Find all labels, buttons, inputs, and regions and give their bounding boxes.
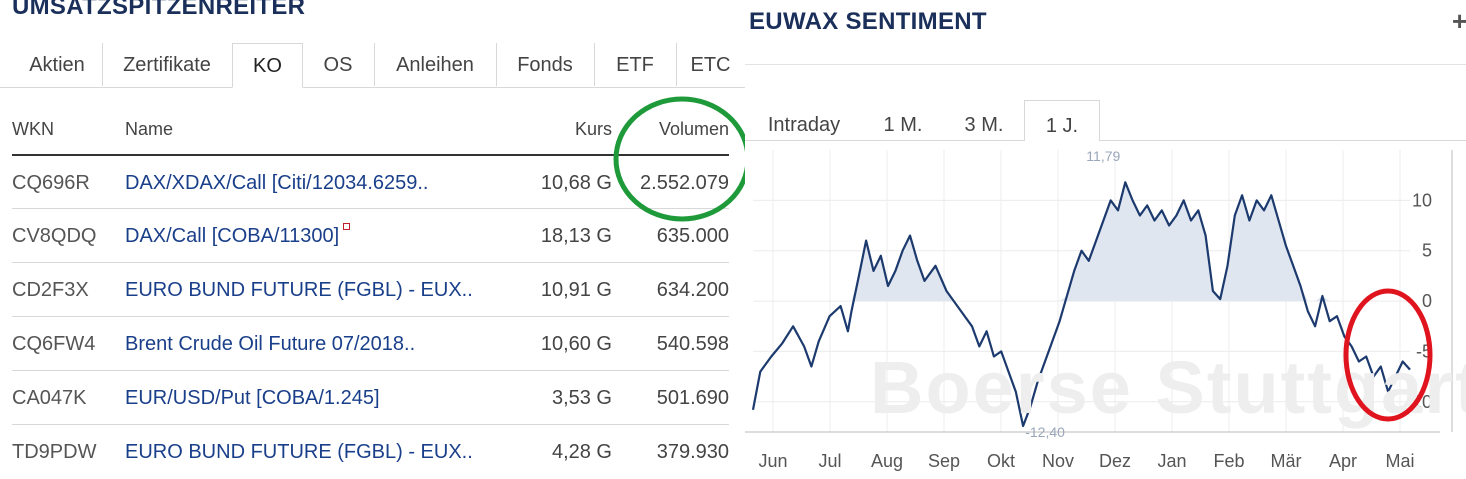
cell-wkn: CV8QDQ	[12, 225, 97, 247]
range-tab-1j[interactable]: 1 J.	[1024, 100, 1100, 141]
cell-volumen: 2.552.079	[640, 172, 729, 194]
y-tick-label: 10	[1412, 190, 1432, 210]
min-value-label: -12,40	[1025, 424, 1065, 440]
tab-os[interactable]: OS	[302, 43, 375, 86]
plus-icon[interactable]: +	[1452, 6, 1466, 36]
table-row[interactable]: CQ696R DAX/XDAX/Call [Citi/12034.6259.. 10…	[12, 154, 729, 210]
table-row[interactable]: TD9PDW EURO BUND FUTURE (FGBL) - EUX.. 4,2…	[12, 424, 729, 479]
cell-volumen: 501.690	[656, 387, 729, 409]
cell-name-link[interactable]: DAX/XDAX/Call [Citi/12034.6259..	[125, 156, 429, 210]
col-header-name[interactable]: Name	[125, 119, 174, 139]
x-tick-label: Sep	[928, 451, 960, 471]
table-row[interactable]: CQ6FW4 Brent Crude Oil Future 07/2018.. 10…	[12, 316, 729, 371]
category-tabs: Aktien Zertifikate KO OS Anleihen Fonds …	[0, 43, 745, 88]
range-tabs-baseline	[745, 140, 1466, 141]
title-divider	[745, 64, 1466, 65]
cell-volumen: 635.000	[656, 225, 729, 247]
tab-ko[interactable]: KO	[232, 43, 303, 88]
cell-wkn: TD9PDW	[12, 441, 97, 463]
cell-name-text: EUR/USD/Put [COBA/1.245]	[125, 387, 380, 409]
cell-volumen: 540.598	[656, 333, 729, 355]
x-tick-label: Mai	[1385, 451, 1414, 471]
sentiment-title: EUWAX SENTIMENT	[749, 8, 987, 35]
cell-volumen: 634.200	[656, 279, 729, 301]
x-tick-label: Okt	[987, 451, 1015, 471]
y-tick-label: 5	[1422, 241, 1432, 261]
cell-name-link[interactable]: EURO BUND FUTURE (FGBL) - EUX..	[125, 425, 473, 479]
tab-fonds[interactable]: Fonds	[496, 43, 595, 86]
col-header-volumen[interactable]: Volumen	[658, 119, 729, 139]
cell-kurs: 4,28 G	[551, 441, 612, 463]
range-tab-1m[interactable]: 1 M.	[883, 114, 923, 136]
col-header-wkn[interactable]: WKN	[12, 119, 54, 139]
cell-name-link[interactable]: Brent Crude Oil Future 07/2018..	[125, 317, 415, 371]
x-tick-label: Aug	[871, 451, 903, 471]
tab-anleihen[interactable]: Anleihen	[374, 43, 497, 86]
x-tick-label: Jun	[758, 451, 787, 471]
x-tick-label: Jan	[1157, 451, 1186, 471]
realtime-marker-icon	[343, 223, 351, 230]
table-row[interactable]: CV8QDQ DAX/Call [COBA/11300] 18,13 G 635.00…	[12, 208, 729, 263]
cell-name-link[interactable]: EUR/USD/Put [COBA/1.245]	[125, 371, 380, 425]
cell-volumen: 379.930	[656, 441, 729, 463]
x-tick-label: Jul	[818, 451, 841, 471]
cell-name-text: EURO BUND FUTURE (FGBL) - EUX..	[125, 441, 473, 463]
x-tick-label: Nov	[1042, 451, 1074, 471]
table-row[interactable]: CD2F3X EURO BUND FUTURE (FGBL) - EUX.. 10,…	[12, 262, 729, 317]
col-header-kurs[interactable]: Kurs	[574, 119, 612, 139]
panel-title: UMSATZSPITZENREITER	[12, 0, 306, 20]
x-tick-label: Apr	[1329, 451, 1357, 471]
cell-name-link[interactable]: DAX/Call [COBA/11300]	[125, 209, 351, 263]
cell-kurs: 10,91 G	[540, 279, 612, 301]
cell-kurs: 10,60 G	[540, 333, 612, 355]
cell-kurs: 10,68 G	[540, 172, 612, 194]
range-tab-3m[interactable]: 3 M.	[964, 114, 1004, 136]
cell-wkn: CQ6FW4	[12, 333, 96, 355]
cell-wkn: CD2F3X	[12, 279, 89, 301]
tab-etc[interactable]: ETC	[690, 54, 731, 76]
cell-name-text: Brent Crude Oil Future 07/2018..	[125, 333, 416, 355]
x-tick-label: Mär	[1271, 451, 1302, 471]
cell-name-text: EURO BUND FUTURE (FGBL) - EUX..	[125, 279, 473, 301]
x-tick-label: Dez	[1099, 451, 1131, 471]
y-tick-label: 0	[1422, 291, 1432, 311]
cell-kurs: 18,13 G	[540, 225, 612, 247]
range-tab-intraday[interactable]: Intraday	[767, 114, 841, 136]
cell-wkn: CA047K	[12, 387, 87, 409]
cell-name-link[interactable]: EURO BUND FUTURE (FGBL) - EUX..	[125, 263, 473, 317]
sentiment-area-fill	[753, 182, 1410, 302]
watermark-boerse-stuttgart: Boerse Stuttgart	[870, 346, 1466, 429]
umsatzspitzenreiter-panel: UMSATZSPITZENREITER Aktien Zertifikate K…	[0, 0, 751, 479]
tab-etf[interactable]: ETF	[594, 43, 677, 86]
red-highlight-circle	[1343, 288, 1433, 422]
cell-name-text: DAX/Call [COBA/11300]	[125, 225, 340, 247]
tab-aktien[interactable]: Aktien	[12, 43, 103, 86]
table-row[interactable]: CA047K EUR/USD/Put [COBA/1.245] 3,53 G 501.…	[12, 370, 729, 425]
cell-name-text: DAX/XDAX/Call [Citi/12034.6259..	[125, 172, 429, 194]
cell-kurs: 3,53 G	[551, 387, 612, 409]
cell-wkn: CQ696R	[12, 172, 90, 194]
max-value-label: 11,79	[1086, 148, 1120, 164]
x-tick-label: Feb	[1213, 451, 1244, 471]
sentiment-line	[751, 181, 1411, 428]
